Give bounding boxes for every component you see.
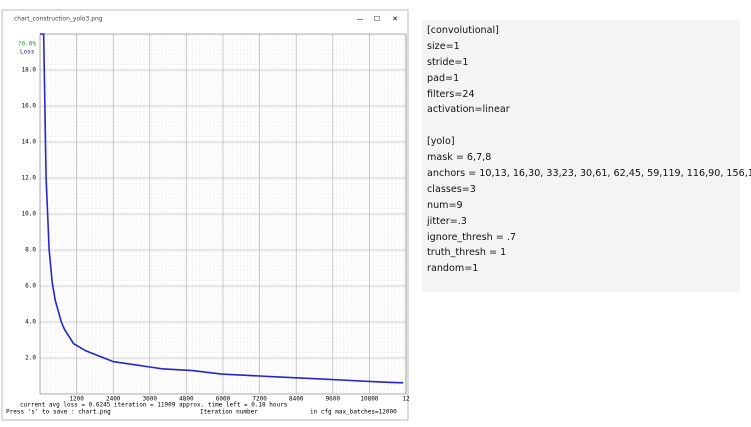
config-line: mask = 6,7,8 — [427, 152, 492, 164]
config-line: size=1 — [427, 40, 460, 52]
x-axis-label: Iteration number — [200, 409, 258, 416]
y-tick-label: 14.0 — [22, 139, 37, 146]
config-panel: [convolutional] size=1 stride=1 pad=1 filter… — [422, 20, 751, 292]
y-tick-label: 8.0 — [25, 247, 36, 254]
chart-window: chart_construction_yolo3.png — ☐ ✕ 2.0 4.… — [1, 9, 410, 421]
window-title: chart_construction_yolo3.png — [14, 16, 103, 23]
x-tick-label: 9600 — [326, 396, 341, 403]
close-button[interactable]: ✕ — [392, 15, 398, 23]
config-line: truth_thresh = 1 — [427, 247, 507, 259]
config-line: ignore_thresh = .7 — [427, 231, 516, 243]
x-tick-label: 7200 — [252, 396, 267, 403]
footer-status: current avg loss = 0.6245 iteration = 11… — [20, 402, 288, 409]
y-tick-label: 6.0 — [25, 283, 36, 290]
config-line: [convolutional] — [427, 25, 499, 36]
loss-line — [40, 33, 404, 384]
x-tick-label: 6000 — [216, 396, 231, 403]
config-line: num=9 — [427, 199, 463, 211]
config-line: stride=1 — [427, 56, 469, 68]
config-line: pad=1 — [427, 72, 460, 84]
x-tick-label: 8400 — [289, 396, 304, 403]
config-line: anchors = 10,13, 16,30, 33,23, 30,61, 62… — [427, 168, 751, 180]
config-line: activation=linear — [427, 104, 510, 116]
map-legend: ?0.0% — [18, 41, 36, 48]
x-tick-label: 10800 — [360, 396, 378, 403]
y-tick-label: 18.0 — [22, 67, 37, 74]
x-tick-label: 4800 — [179, 396, 194, 403]
y-tick-label: 4.0 — [25, 319, 36, 326]
x-tick-label: 12 — [402, 396, 410, 403]
plot-border — [39, 33, 407, 395]
x-tick-label: 1200 — [69, 396, 84, 403]
y-tick-label: 16.0 — [22, 103, 37, 110]
x-tick-label: 3600 — [143, 396, 158, 403]
x-tick-label: 2400 — [106, 396, 121, 403]
config-line: classes=3 — [427, 183, 476, 195]
config-line: jitter=.3 — [427, 215, 467, 227]
maximize-button[interactable]: ☐ — [374, 15, 380, 23]
y-tick-label: 2.0 — [25, 355, 36, 362]
loss-legend: Loss — [20, 49, 35, 56]
footer-save: Press 's' to save : chart.png — [6, 409, 111, 416]
config-line — [427, 118, 735, 134]
y-tick-label: 12.0 — [22, 175, 37, 182]
y-tick-label: 10.0 — [22, 211, 37, 218]
config-line: [yolo] — [427, 136, 455, 148]
footer-max-batches: in cfg max_batches=12000 — [310, 409, 397, 416]
minimize-button[interactable]: — — [357, 15, 364, 23]
config-line: filters=24 — [427, 88, 475, 100]
config-line: random=1 — [427, 263, 479, 275]
